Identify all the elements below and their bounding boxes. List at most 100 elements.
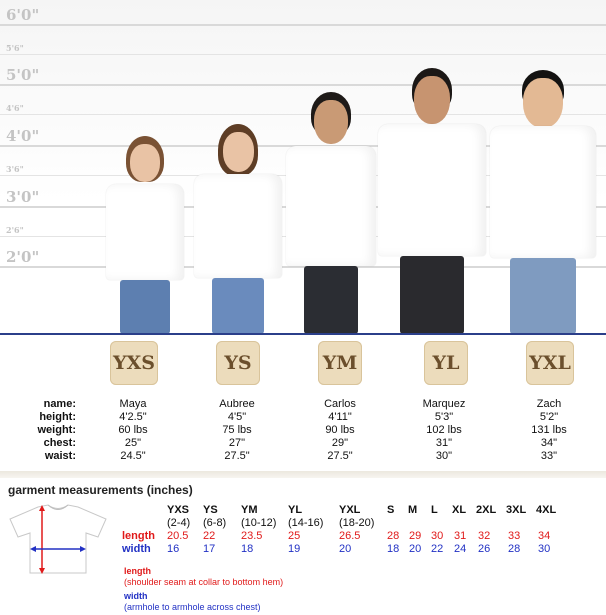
height-label-2-6: 2'6" <box>6 225 24 235</box>
height-chart: 6'0" 5'6" 5'0" 4'6" 4'0" 3'6" 3'0" 2'6" … <box>0 0 606 335</box>
floor-line <box>0 333 606 335</box>
kid-photo-marquez <box>376 68 488 334</box>
stat-label-name: name: <box>43 398 76 410</box>
height-label-4-0: 4'0" <box>6 127 40 145</box>
width-row-label: width <box>122 543 151 555</box>
kid-photo-aubree <box>192 124 284 334</box>
width-value: 24 <box>454 543 467 555</box>
height-line-5-0 <box>0 84 606 86</box>
width-value: 30 <box>538 543 551 555</box>
size-badge-yl: YL <box>424 341 468 385</box>
height-label-3-6: 3'6" <box>6 164 24 174</box>
length-value: 26.5 <box>339 530 361 542</box>
width-value: 18 <box>241 543 254 555</box>
size-header: YXL <box>339 504 361 516</box>
length-value: 30 <box>431 530 444 542</box>
kid-name: Carlos <box>324 398 356 410</box>
width-value: 20 <box>409 543 422 555</box>
stat-label-height: height: <box>39 411 76 423</box>
size-header: M <box>408 504 418 516</box>
kid-height: 4'2.5" <box>119 411 147 423</box>
kid-waist: 24.5" <box>120 450 146 462</box>
kid-height: 4'5" <box>227 411 247 423</box>
kid-photo-carlos <box>284 92 378 334</box>
kid-photo-zach <box>488 70 598 334</box>
length-value: 23.5 <box>241 530 263 542</box>
kid-waist: 33" <box>540 450 558 462</box>
height-label-3-0: 3'0" <box>6 188 40 206</box>
size-header: YS <box>203 504 218 516</box>
length-value: 34 <box>538 530 551 542</box>
tshirt-diagram-icon <box>9 504 107 574</box>
kid-height: 4'11" <box>328 411 352 423</box>
garment-title: garment measurements (inches) <box>8 483 193 497</box>
size-range: (10-12) <box>241 517 277 529</box>
size-header: 2XL <box>476 504 497 516</box>
size-range: (18-20) <box>339 517 375 529</box>
size-range: (6-8) <box>203 517 227 529</box>
width-value: 17 <box>203 543 216 555</box>
kid-chest: 27" <box>228 437 246 449</box>
kid-weight: 131 lbs <box>531 424 567 436</box>
kid-weight: 90 lbs <box>325 424 355 436</box>
height-line-4-6 <box>0 114 606 115</box>
width-note-desc: (armhole to armhole across chest) <box>124 602 261 612</box>
length-value: 29 <box>409 530 422 542</box>
length-value: 20.5 <box>167 530 189 542</box>
kid-chest: 25" <box>124 437 142 449</box>
width-value: 20 <box>339 543 352 555</box>
length-value: 32 <box>478 530 491 542</box>
size-header: XL <box>452 504 467 516</box>
stat-label-chest: chest: <box>43 437 76 449</box>
kid-name: Zach <box>536 398 562 410</box>
size-range: (14-16) <box>288 517 324 529</box>
width-value: 19 <box>288 543 301 555</box>
size-header: 4XL <box>536 504 557 516</box>
kid-height: 5'3" <box>434 411 454 423</box>
width-note-title: width <box>124 591 148 601</box>
kid-weight: 75 lbs <box>222 424 252 436</box>
size-header: L <box>431 504 438 516</box>
kid-name: Maya <box>119 398 147 410</box>
height-line-6-0 <box>0 24 606 26</box>
size-header: 3XL <box>506 504 527 516</box>
size-badge-ys: YS <box>216 341 260 385</box>
length-note-desc: (shoulder seam at collar to bottom hem) <box>124 577 284 587</box>
size-range: (2-4) <box>167 517 191 529</box>
size-header: S <box>387 504 395 516</box>
length-note-title: length <box>124 566 151 576</box>
size-header: YL <box>288 504 303 516</box>
size-badge-yxs: YXS <box>110 341 158 385</box>
width-value: 28 <box>508 543 521 555</box>
kid-chest: 34" <box>540 437 558 449</box>
height-label-6-0: 6'0" <box>6 6 40 24</box>
kid-waist: 27.5" <box>224 450 250 462</box>
section-divider <box>0 471 606 478</box>
kid-name: Aubree <box>219 398 255 410</box>
size-header: YXS <box>167 504 190 516</box>
kid-name: Marquez <box>422 398 466 410</box>
size-badge-ym: YM <box>318 341 362 385</box>
size-badge-yxl: YXL <box>526 341 574 385</box>
length-value: 28 <box>387 530 400 542</box>
width-value: 16 <box>167 543 180 555</box>
length-value: 22 <box>203 530 216 542</box>
height-label-4-6: 4'6" <box>6 103 24 113</box>
kid-waist: 27.5" <box>327 450 353 462</box>
kid-photo-maya <box>104 136 186 334</box>
kid-chest: 29" <box>331 437 349 449</box>
width-value: 26 <box>478 543 491 555</box>
length-row-label: length <box>122 530 155 542</box>
kid-height: 5'2" <box>539 411 559 423</box>
height-line-2-0 <box>0 266 606 268</box>
length-value: 33 <box>508 530 521 542</box>
length-value: 25 <box>288 530 301 542</box>
size-header: YM <box>241 504 258 516</box>
width-value: 18 <box>387 543 400 555</box>
height-label-5-0: 5'0" <box>6 66 40 84</box>
kid-waist: 30" <box>435 450 453 462</box>
kid-weight: 60 lbs <box>118 424 148 436</box>
stat-label-waist: waist: <box>44 450 76 462</box>
kid-weight: 102 lbs <box>426 424 462 436</box>
height-line-5-6 <box>0 54 606 55</box>
